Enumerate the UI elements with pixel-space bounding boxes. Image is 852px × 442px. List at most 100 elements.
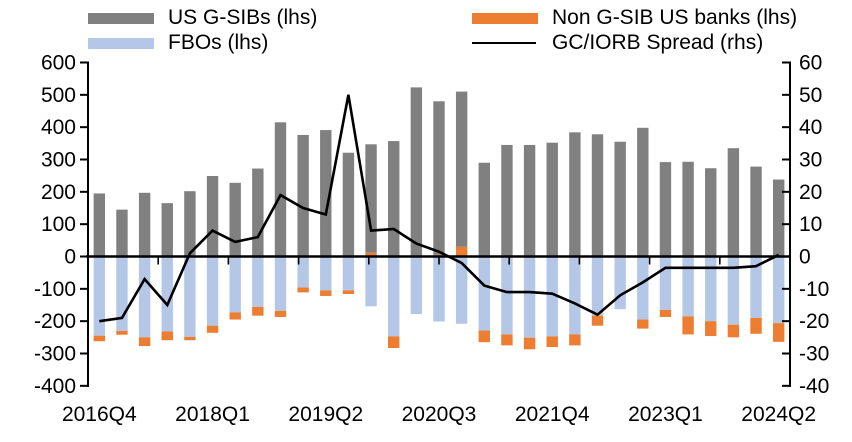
bar-us-gsibs-2022Q2 bbox=[591, 134, 604, 257]
bar-non-gsib-2019Q2 bbox=[320, 290, 332, 296]
legend-label-spread: GC/IORB Spread (rhs) bbox=[552, 31, 764, 54]
bar-us-gsibs-2023Q4 bbox=[727, 148, 740, 257]
bar-non-gsib-2022Q1 bbox=[569, 334, 581, 346]
left-axis-tick-label: -300 bbox=[34, 343, 76, 366]
bar-non-gsib-2018Q2 bbox=[229, 312, 241, 320]
non-gsib-swatch-icon bbox=[472, 12, 538, 24]
right-axis-tick-label: -10 bbox=[799, 278, 829, 301]
bar-non-gsib-2022Q4 bbox=[637, 319, 649, 329]
bar-us-gsibs-2018Q3 bbox=[252, 168, 264, 257]
bar-us-gsibs-2017Q1 bbox=[116, 209, 128, 257]
legend-label-fbos: FBOs (lhs) bbox=[168, 31, 269, 54]
bar-fbos-2019Q1 bbox=[297, 256, 309, 288]
bar-us-gsibs-2020Q4 bbox=[455, 91, 468, 247]
left-axis-tick-label: 100 bbox=[41, 213, 76, 236]
x-axis-label-2020Q3: 2020Q3 bbox=[402, 403, 477, 426]
fbos-swatch-icon bbox=[88, 37, 154, 49]
left-axis-tick-label: 600 bbox=[41, 52, 76, 75]
bar-us-gsibs-2022Q4 bbox=[637, 127, 649, 257]
x-axis-label-2018Q1: 2018Q1 bbox=[175, 403, 250, 426]
bar-us-gsibs-2020Q3 bbox=[433, 101, 445, 255]
bar-fbos-2024Q1 bbox=[750, 256, 762, 318]
bar-us-gsibs-2017Q2 bbox=[138, 192, 151, 257]
bar-series-fbos bbox=[93, 256, 785, 338]
bar-us-gsibs-2018Q1 bbox=[206, 175, 219, 257]
bar-fbos-2021Q1 bbox=[478, 256, 490, 331]
bar-fbos-2017Q1 bbox=[116, 256, 128, 331]
line-series-gc-iorb-spread bbox=[99, 94, 780, 323]
bar-non-gsib-2021Q2 bbox=[501, 334, 513, 346]
left-axis-tick-label: -200 bbox=[34, 310, 76, 333]
bar-us-gsibs-2019Q3 bbox=[342, 152, 355, 257]
bar-us-gsibs-2017Q4 bbox=[184, 191, 196, 257]
bar-fbos-2020Q2 bbox=[410, 256, 423, 315]
legend-item-non-gsib: Non G-SIB US banks (lhs) bbox=[472, 6, 797, 30]
right-axis-tick-label: 20 bbox=[799, 181, 822, 204]
right-axis-tick-label: 10 bbox=[799, 213, 822, 236]
bar-fbos-2016Q4 bbox=[93, 256, 106, 336]
bar-fbos-2019Q4 bbox=[365, 256, 377, 307]
bar-us-gsibs-2023Q1 bbox=[659, 162, 672, 257]
bar-non-gsib-2021Q1 bbox=[478, 330, 490, 343]
right-axis-tick-label: 60 bbox=[799, 52, 822, 75]
bar-series-us-gsibs bbox=[93, 87, 785, 257]
bar-fbos-2019Q2 bbox=[320, 256, 332, 291]
bar-fbos-2021Q3 bbox=[523, 256, 536, 338]
bar-fbos-2022Q1 bbox=[569, 256, 581, 335]
bar-non-gsib-2024Q2 bbox=[772, 323, 785, 342]
left-axis-tick-label: 300 bbox=[41, 149, 76, 172]
bar-non-gsib-2017Q2 bbox=[138, 337, 151, 347]
bar-us-gsibs-2021Q2 bbox=[501, 144, 513, 257]
bar-us-gsibs-2019Q2 bbox=[320, 130, 332, 257]
bar-us-gsibs-2023Q3 bbox=[705, 168, 717, 257]
bar-fbos-2020Q3 bbox=[433, 256, 445, 322]
bar-us-gsibs-2021Q1 bbox=[478, 162, 490, 257]
axes: 6005004003002001000-100-200-300-40060504… bbox=[34, 52, 829, 427]
bar-non-gsib-2020Q1 bbox=[388, 336, 400, 349]
bar-non-gsib-2019Q4 bbox=[365, 252, 377, 257]
spread-line-marker-icon bbox=[472, 42, 536, 44]
bar-series-non-gsib bbox=[93, 246, 785, 350]
bar-fbos-2018Q3 bbox=[252, 256, 264, 307]
bar-fbos-2021Q4 bbox=[546, 256, 558, 337]
bar-us-gsibs-2017Q3 bbox=[161, 203, 173, 257]
x-axis-label-2024Q2: 2024Q2 bbox=[741, 403, 816, 426]
bar-non-gsib-2022Q2 bbox=[591, 315, 604, 326]
bar-fbos-2018Q4 bbox=[274, 256, 287, 311]
bar-fbos-2022Q2 bbox=[591, 256, 604, 316]
bar-fbos-2018Q1 bbox=[206, 256, 219, 326]
bar-us-gsibs-2024Q2 bbox=[772, 179, 785, 257]
bar-non-gsib-2021Q4 bbox=[546, 336, 558, 348]
bar-fbos-2020Q4 bbox=[455, 256, 468, 324]
x-axis-label-2021Q4: 2021Q4 bbox=[515, 403, 590, 426]
bar-fbos-2021Q2 bbox=[501, 256, 513, 335]
bar-fbos-2022Q4 bbox=[637, 256, 649, 320]
bar-non-gsib-2019Q3 bbox=[342, 290, 355, 295]
left-axis-tick-label: 500 bbox=[41, 84, 76, 107]
bar-fbos-2023Q4 bbox=[727, 256, 740, 325]
bar-non-gsib-2018Q1 bbox=[206, 325, 219, 333]
bar-us-gsibs-2022Q1 bbox=[569, 132, 581, 257]
bar-non-gsib-2017Q3 bbox=[161, 331, 173, 341]
bar-fbos-2022Q3 bbox=[614, 256, 626, 310]
legend-item-spread: GC/IORB Spread (rhs) bbox=[472, 31, 763, 55]
bar-non-gsib-2023Q1 bbox=[659, 309, 672, 317]
legend-item-us-gsibs: US G-SIBs (lhs) bbox=[88, 6, 317, 30]
legend-item-fbos: FBOs (lhs) bbox=[88, 31, 268, 55]
right-axis-tick-label: 30 bbox=[799, 149, 822, 172]
bar-non-gsib-2020Q4 bbox=[455, 246, 468, 257]
bar-fbos-2017Q4 bbox=[184, 256, 196, 338]
bar-us-gsibs-2020Q1 bbox=[388, 141, 400, 257]
bar-non-gsib-2018Q3 bbox=[252, 306, 264, 316]
left-axis-tick-label: -400 bbox=[34, 375, 76, 398]
bar-us-gsibs-2016Q4 bbox=[93, 193, 106, 257]
bar-us-gsibs-2023Q2 bbox=[682, 161, 694, 257]
left-axis-tick-label: 0 bbox=[64, 246, 76, 269]
right-axis-tick-label: -20 bbox=[799, 310, 829, 333]
bar-us-gsibs-2018Q2 bbox=[229, 182, 241, 257]
left-axis-tick-label: -100 bbox=[34, 278, 76, 301]
bar-non-gsib-2024Q1 bbox=[750, 317, 762, 334]
bar-non-gsib-2023Q2 bbox=[682, 316, 694, 335]
